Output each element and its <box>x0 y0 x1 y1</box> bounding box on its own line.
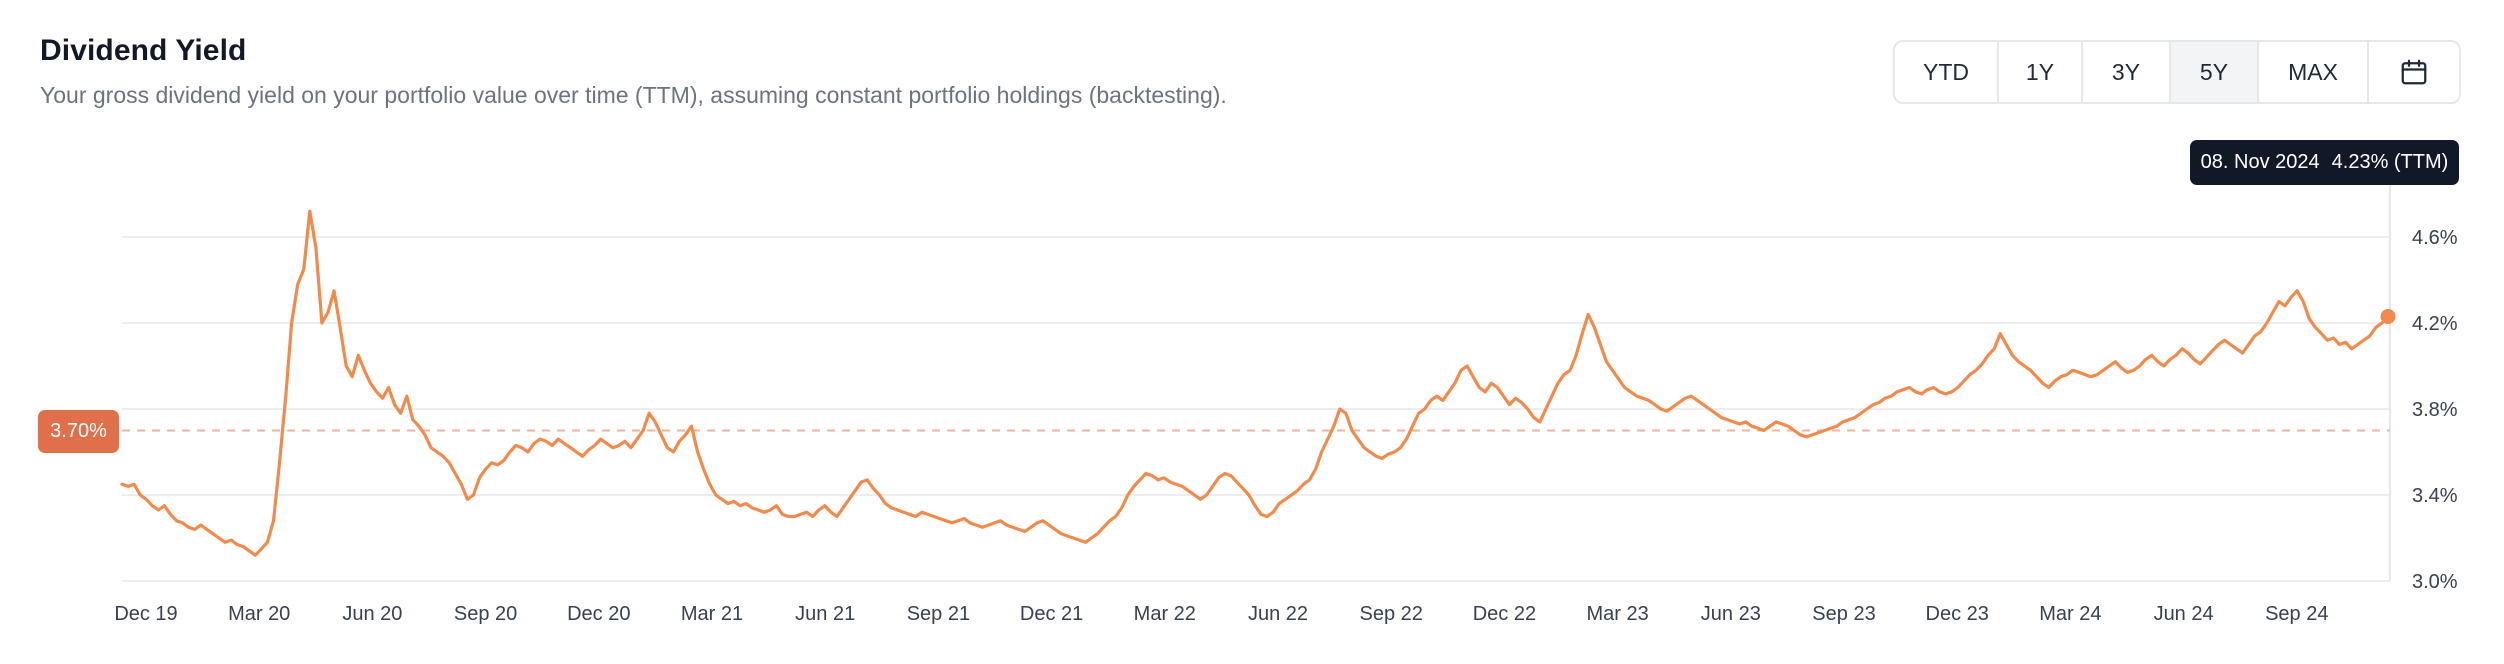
reference-badge: 3.70% <box>38 410 119 453</box>
y-tick-label: 3.0% <box>2412 571 2458 593</box>
range-5y-button[interactable]: 5Y <box>2171 42 2259 102</box>
x-tick-label: Mar 21 <box>681 603 743 625</box>
y-tick-label: 3.4% <box>2412 485 2458 507</box>
x-tick-label: Mar 22 <box>1134 603 1196 625</box>
calendar-button[interactable] <box>2369 42 2459 102</box>
range-1y-button[interactable]: 1Y <box>1999 42 2083 102</box>
x-tick-label: Dec 20 <box>567 603 630 625</box>
tooltip-date: 08. Nov 2024 <box>2200 151 2320 173</box>
chart-title: Dividend Yield <box>40 34 247 67</box>
x-tick-label: Mar 23 <box>1586 603 1648 625</box>
last-data-point[interactable] <box>2380 309 2396 325</box>
x-tick-label: Jun 21 <box>795 603 855 625</box>
x-tick-label: Dec 21 <box>1020 603 1083 625</box>
x-tick-label: Mar 20 <box>228 603 290 625</box>
x-axis-ticks: Dec 19 Mar 20 Jun 20 Sep 20 Dec 20 Mar 21 Jun … <box>114 603 2328 625</box>
x-tick-label: Sep 24 <box>2265 603 2328 625</box>
y-tick-label: 4.2% <box>2412 313 2458 335</box>
x-tick-label: Dec 19 <box>114 603 177 625</box>
y-axis-ticks: 3.0% 3.4% 3.8% 4.2% 4.6% <box>2412 227 2458 593</box>
grid-lines <box>122 236 2390 582</box>
x-tick-label: Mar 24 <box>2039 603 2101 625</box>
x-tick-label: Jun 20 <box>342 603 402 625</box>
x-tick-label: Sep 22 <box>1360 603 1423 625</box>
series-line <box>120 209 2390 557</box>
tooltip-value: 4.23% (TTM) <box>2331 151 2449 173</box>
x-tick-label: Jun 24 <box>2154 603 2214 625</box>
x-tick-label: Dec 22 <box>1473 603 1536 625</box>
x-tick-label: Dec 23 <box>1926 603 1989 625</box>
range-3y-button[interactable]: 3Y <box>2083 42 2171 102</box>
x-tick-label: Sep 21 <box>907 603 970 625</box>
calendar-icon <box>2401 59 2427 85</box>
x-tick-label: Sep 20 <box>454 603 517 625</box>
x-tick-label: Jun 22 <box>1248 603 1308 625</box>
chart-subtitle: Your gross dividend yield on your portfo… <box>40 82 1227 108</box>
y-tick-label: 4.6% <box>2412 227 2458 249</box>
range-max-button[interactable]: MAX <box>2259 42 2369 102</box>
y-tick-label: 3.8% <box>2412 399 2458 421</box>
hover-tooltip: 08. Nov 2024 4.23% (TTM) <box>2190 140 2459 185</box>
x-tick-label: Sep 23 <box>1812 603 1875 625</box>
x-tick-label: Jun 23 <box>1701 603 1761 625</box>
time-range-selector: YTD 1Y 3Y 5Y MAX <box>1893 40 2461 104</box>
range-ytd-button[interactable]: YTD <box>1895 42 1999 102</box>
